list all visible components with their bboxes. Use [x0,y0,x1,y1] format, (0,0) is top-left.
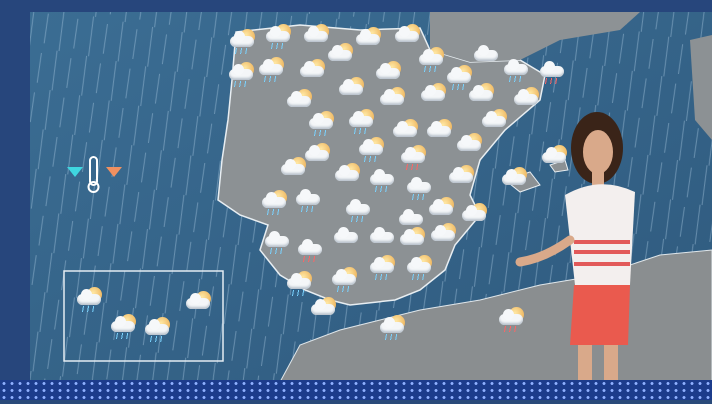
weather-cloud-rain-icon [406,175,434,201]
weather-sun-cloud-rain-icon [331,267,359,293]
weather-cloud-rain-icon [503,57,531,83]
weather-sun-cloud-rain-icon [258,57,286,83]
weather-sun-cloud-icon [392,119,420,145]
min-temp-triangle-icon [67,167,83,177]
weather-sun-cloud-storm-icon [498,307,526,333]
weather-sun-cloud-rain-icon [144,317,172,343]
weather-sun-cloud-icon [338,77,366,103]
max-temp-triangle-icon [106,167,122,177]
weather-sun-cloud-rain-icon [446,65,474,91]
weather-sun-cloud-icon [355,27,383,53]
weather-sun-cloud-icon [286,89,314,115]
weather-sun-cloud-rain-icon [369,255,397,281]
weather-sun-cloud-icon [448,165,476,191]
weather-sun-cloud-rain-icon [358,137,386,163]
bottom-dotted-bar [0,380,712,400]
weather-sun-cloud-icon [303,24,331,50]
weather-sun-cloud-rain-icon [228,62,256,88]
weather-sun-cloud-icon [310,297,338,323]
weather-sun-cloud-icon [481,109,509,135]
weather-sun-cloud-rain-icon [418,47,446,73]
weather-cloud-rain-icon [295,187,323,213]
weather-sun-cloud-icon [426,119,454,145]
weather-sun-cloud-icon [379,87,407,113]
weather-sun-cloud-rain-icon [286,271,314,297]
sardinia [690,35,712,140]
weather-sun-cloud-icon [304,143,332,169]
weather-sun-cloud-icon [428,197,456,223]
weather-cloud-icon [473,43,501,69]
canary-islands-inset [63,270,224,362]
weather-sun-cloud-icon [299,59,327,85]
weather-cloud-icon [333,225,361,251]
weather-sun-cloud-icon [375,61,403,87]
weather-sun-cloud-icon [327,43,355,69]
weather-sun-cloud-icon [430,223,458,249]
weather-sun-cloud-icon [468,83,496,109]
weather-sun-cloud-icon [399,227,427,253]
weather-sun-cloud-icon [456,133,484,159]
weather-cloud-icon [369,225,397,251]
weather-sun-cloud-rain-icon [261,190,289,216]
weather-cloud-rain-icon [264,229,292,255]
weather-sun-cloud-rain-icon [308,111,336,137]
weather-sun-cloud-icon [501,167,529,193]
weather-sun-cloud-rain-icon [406,255,434,281]
weather-sun-cloud-icon [420,83,448,109]
weather-sun-cloud-rain-icon [265,24,293,50]
weather-cloud-storm-icon [297,237,325,263]
weather-sun-cloud-rain-icon [379,315,407,341]
weather-sun-cloud-rain-icon [76,287,104,313]
weather-cloud-rain-icon [345,197,373,223]
weather-sun-cloud-icon [280,157,308,183]
weather-sun-cloud-rain-icon [110,314,138,340]
weather-cloud-rain-icon [369,167,397,193]
weather-cloud-storm-icon [539,59,567,85]
presenter [515,112,635,390]
weather-sun-cloud-icon [513,87,541,113]
thermometer-icon [87,156,100,193]
weather-cloud-icon [398,207,426,233]
weather-sun-cloud-icon [461,203,489,229]
weather-sun-cloud-icon [185,291,213,317]
weather-sun-cloud-storm-icon [400,145,428,171]
weather-sun-cloud-icon [394,24,422,50]
weather-sun-cloud-icon [334,163,362,189]
weather-sun-cloud-rain-icon [348,109,376,135]
weather-sun-cloud-icon [541,145,569,171]
weather-sun-cloud-rain-icon [229,29,257,55]
